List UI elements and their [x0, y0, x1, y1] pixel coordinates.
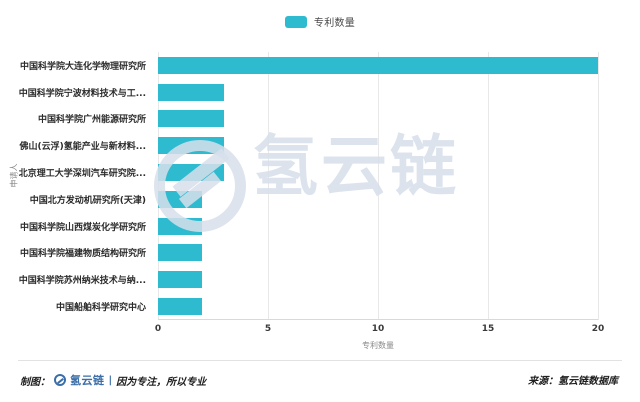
- x-axis-tick: 5: [264, 324, 272, 334]
- footer-divider: [18, 360, 622, 361]
- gridline: [488, 52, 489, 320]
- y-axis-tick: 北京理工大学深圳汽车研究院...: [18, 169, 146, 180]
- x-axis-tick: 0: [154, 324, 162, 334]
- y-axis-tick-labels: 中国科学院大连化学物理研究所 中国科学院宁波材料技术与工... 中国科学院广州能源研…: [0, 52, 152, 320]
- x-axis-tick: 20: [591, 324, 605, 334]
- y-axis-tick: 中国科学院大连化学物理研究所: [19, 61, 146, 72]
- footer-slogan: 因为专注，所以专业: [116, 376, 207, 388]
- bar[interactable]: [158, 217, 202, 235]
- gridline: [598, 52, 599, 320]
- chart-area: 申请人 中国科学院大连化学物理研究所 中国科学院宁波材料技术与工... 中国科学院广…: [0, 44, 640, 350]
- bar-row[interactable]: [158, 213, 598, 240]
- bar-row[interactable]: [158, 132, 598, 159]
- footer-brand: 氢云链: [70, 374, 105, 387]
- y-axis-tick: 中国科学院宁波材料技术与工...: [18, 88, 146, 99]
- bar-series: [158, 52, 598, 320]
- legend-color-swatch: [284, 15, 307, 28]
- y-axis-tick: 中国科学院福建物质结构研究所: [19, 249, 146, 260]
- chart-legend: 专利数量: [0, 14, 640, 29]
- legend-label: 专利数量: [313, 18, 356, 29]
- footer-separator: |: [108, 374, 113, 386]
- bar-row[interactable]: [158, 106, 598, 133]
- bar-row[interactable]: [158, 52, 598, 79]
- bar-row[interactable]: [158, 266, 598, 293]
- x-axis-title: 专利数量: [362, 341, 394, 350]
- bar[interactable]: [158, 56, 598, 74]
- y-axis-tick: 中国北方发动机研究所(天津): [29, 195, 146, 206]
- footer-credit: 制图： 氢云链 | 因为专注，所以专业: [20, 372, 206, 388]
- bar[interactable]: [158, 298, 202, 316]
- y-axis-tick: 中国科学院广州能源研究所: [37, 115, 146, 126]
- gridline: [378, 52, 379, 320]
- y-axis-tick: 佛山(云浮)氢能产业与新材料...: [19, 142, 146, 153]
- bar[interactable]: [158, 190, 202, 208]
- footer-credit-prefix: 制图：: [20, 376, 50, 388]
- plot-area: [158, 52, 599, 320]
- y-axis-tick: 中国船舶科学研究中心: [55, 303, 146, 314]
- bar[interactable]: [158, 137, 224, 155]
- footer: 制图： 氢云链 | 因为专注，所以专业 来源：氢云链数据库: [0, 360, 640, 402]
- x-axis-tick-labels: 0 5 10 15 20: [154, 324, 604, 340]
- bar-row[interactable]: [158, 240, 598, 267]
- gridline: [268, 52, 269, 320]
- y-axis-tick: 中国科学院苏州纳米技术与纳...: [18, 276, 146, 287]
- x-axis-tick: 15: [481, 324, 495, 334]
- bar[interactable]: [158, 164, 224, 182]
- footer-source: 来源：氢云链数据库: [528, 376, 618, 387]
- bar-row[interactable]: [158, 186, 598, 213]
- x-axis-line: [158, 319, 598, 320]
- bar[interactable]: [158, 110, 224, 128]
- y-axis-tick: 中国科学院山西煤炭化学研究所: [19, 222, 146, 233]
- bar-row[interactable]: [158, 159, 598, 186]
- bar[interactable]: [158, 271, 202, 289]
- bar-row[interactable]: [158, 79, 598, 106]
- bar[interactable]: [158, 244, 202, 262]
- bar[interactable]: [158, 83, 224, 101]
- bar-row[interactable]: [158, 293, 598, 320]
- brand-circle-logo-icon: [54, 374, 66, 386]
- x-axis-tick: 10: [371, 324, 385, 334]
